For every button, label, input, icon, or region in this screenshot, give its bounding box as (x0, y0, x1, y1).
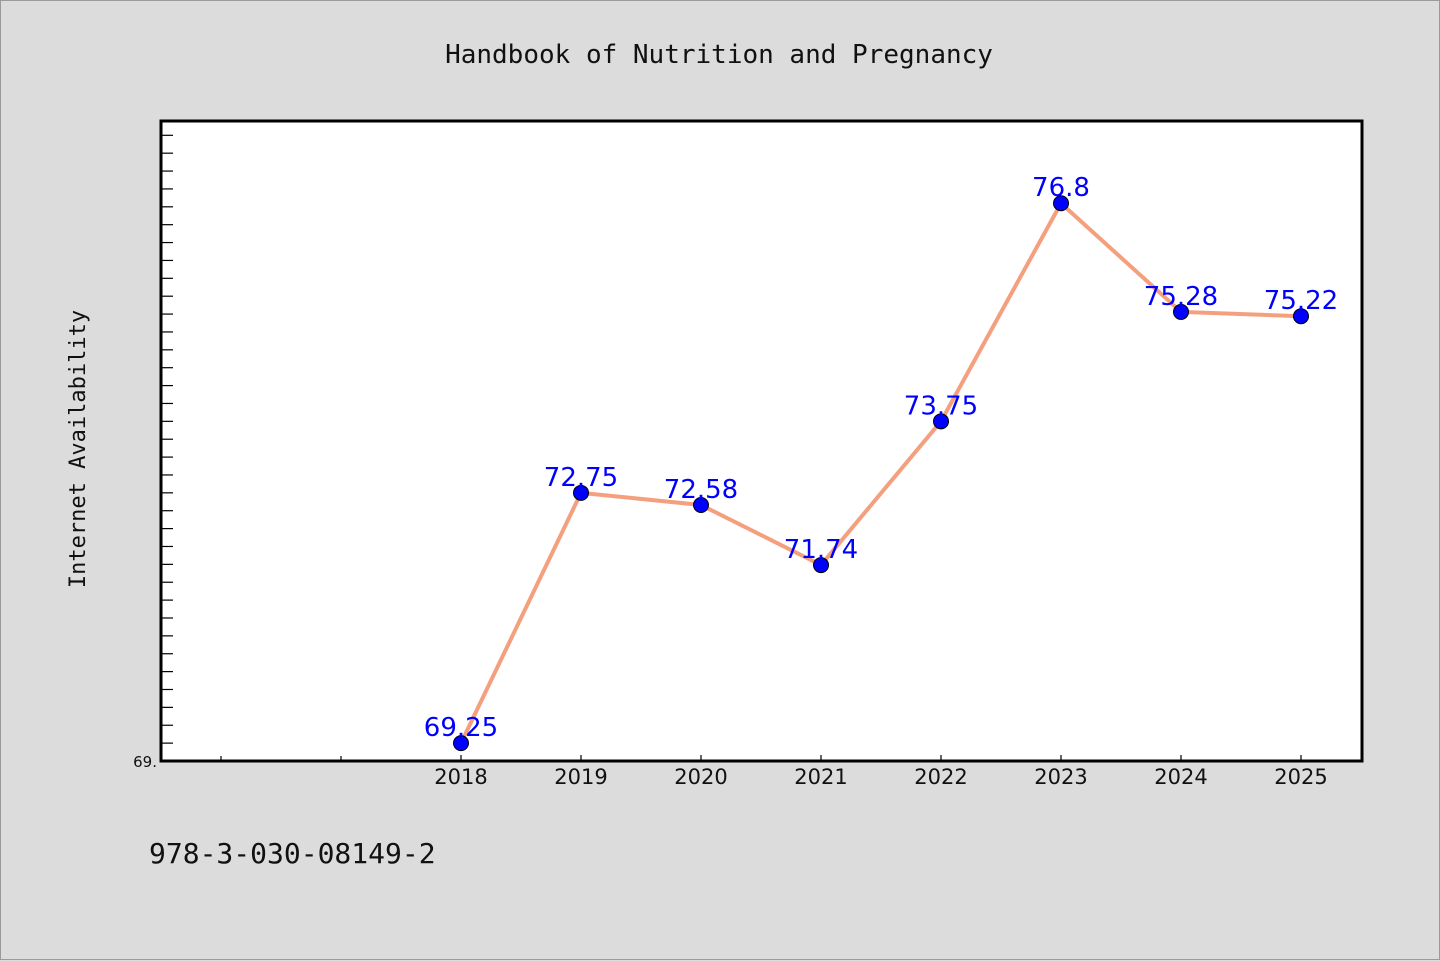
chart-title: Handbook of Nutrition and Pregnancy (445, 40, 993, 70)
x-tick-label: 2018 (434, 765, 487, 789)
data-point (933, 413, 949, 430)
y-axis-label: Internet Availability (66, 310, 91, 588)
series-line-group (459, 201, 1302, 744)
data-point (1173, 303, 1189, 320)
x-axis-ticks: 2018 2019 2020 2021 2022 2023 2024 2025 (220, 755, 1328, 789)
x-tick-label: 2024 (1154, 765, 1207, 789)
data-label: 75.22 (1264, 286, 1338, 316)
x-tick-label: 2023 (1034, 765, 1087, 789)
data-label: 72.75 (544, 463, 618, 493)
data-label: 72.58 (664, 475, 738, 505)
footer-isbn: 978-3-030-08149-2 (149, 837, 436, 870)
data-point (453, 735, 469, 752)
x-tick-label: 2020 (674, 765, 727, 789)
data-label: 71.74 (784, 535, 858, 565)
plot-area (159, 119, 1364, 763)
y-tick-label: 69. (133, 753, 157, 771)
series-line (459, 201, 1302, 744)
data-point (1293, 308, 1309, 325)
data-point (693, 497, 709, 513)
x-tick-label: 2022 (914, 765, 967, 789)
x-tick-label: 2019 (554, 765, 607, 789)
data-label: 76.8 (1032, 173, 1090, 203)
y-axis-ticks: 69. (133, 134, 173, 771)
data-point (813, 557, 829, 574)
data-label: 75.28 (1144, 282, 1218, 312)
x-tick-label: 2021 (794, 765, 847, 789)
data-point (573, 484, 589, 501)
data-labels: 69.25 72.75 72.58 71.74 73.75 76.8 75.28 75.22 (424, 173, 1338, 743)
data-label: 73.75 (904, 391, 978, 421)
x-tick-label: 2025 (1274, 765, 1327, 789)
data-label: 69.25 (424, 713, 498, 743)
data-markers (453, 195, 1309, 752)
data-point (1053, 195, 1069, 212)
